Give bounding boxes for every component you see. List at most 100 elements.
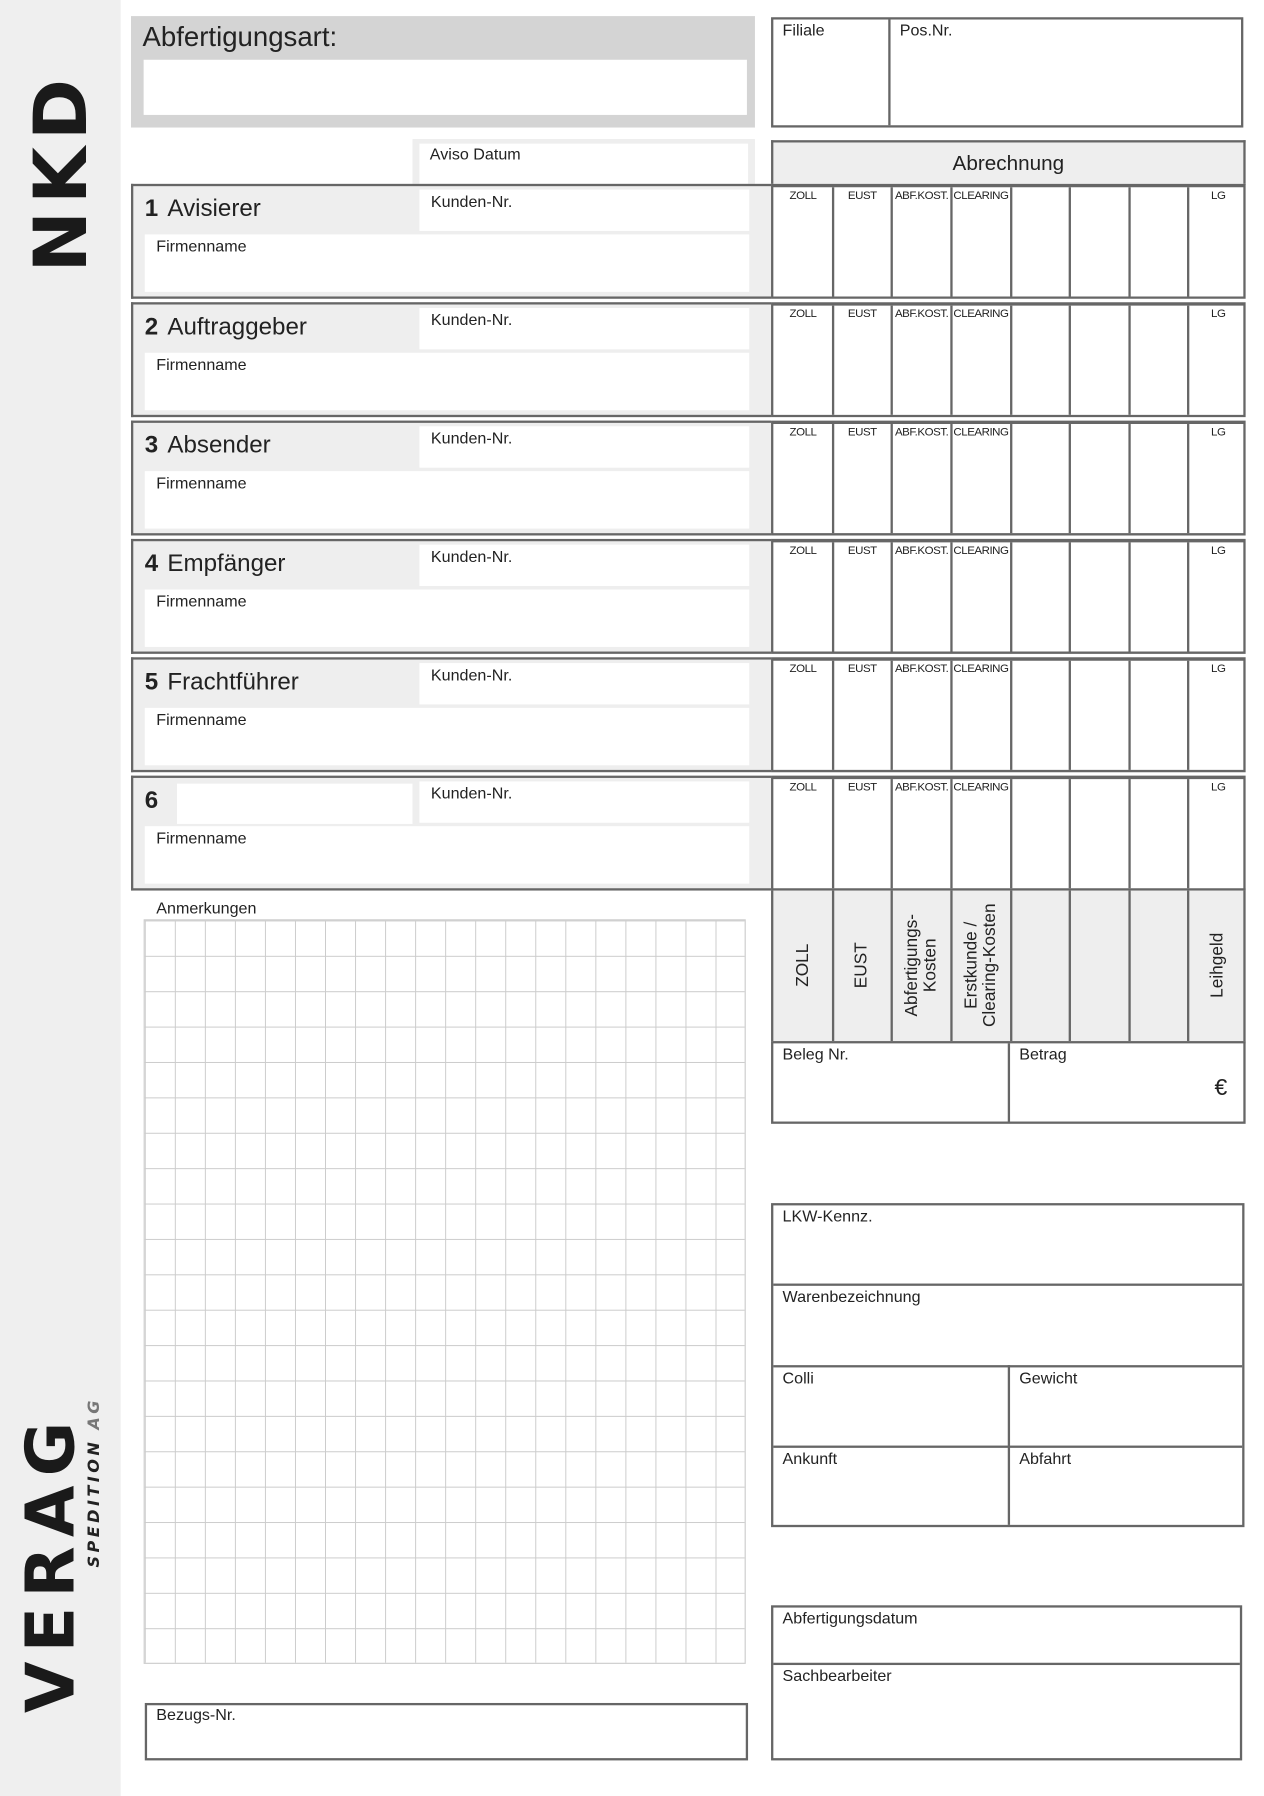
abrechnung-cell[interactable] [954, 679, 1009, 769]
abrechnung-cell[interactable] [894, 561, 949, 651]
abfertigungsart-field[interactable] [143, 59, 747, 115]
abrechnung-cell[interactable] [1072, 206, 1127, 296]
firmenname-field[interactable] [144, 589, 750, 647]
abrechnung-column-label: EUST [847, 544, 877, 558]
column-divider [1187, 424, 1190, 534]
abrechnung-cell[interactable] [894, 206, 949, 296]
party-section: 3 Absender Kunden-Nr. Firmenname [130, 420, 772, 536]
abrechnung-cell[interactable] [1132, 206, 1187, 296]
column-divider [1068, 424, 1072, 534]
abrechnung-cell[interactable] [835, 561, 890, 651]
column-divider [890, 187, 894, 297]
aviso-datum-field[interactable] [419, 143, 749, 186]
column-divider [831, 779, 834, 889]
abrechnung-cell[interactable] [1132, 442, 1187, 532]
abrechnung-cell[interactable] [776, 797, 831, 887]
abrechnung-cell[interactable] [954, 797, 1009, 887]
firmenname-field[interactable] [144, 826, 750, 884]
abrechnung-cell[interactable] [1072, 324, 1127, 414]
abrechnung-cell[interactable] [894, 679, 949, 769]
firmenname-field[interactable] [144, 352, 750, 411]
abrechnung-cell[interactable] [1072, 797, 1127, 887]
column-divider [950, 305, 953, 415]
abrechnung-cell[interactable] [1191, 679, 1246, 769]
party-number: 6 [144, 787, 159, 814]
abrechnung-cell[interactable] [1191, 797, 1246, 887]
abrechnung-cell[interactable] [1072, 561, 1127, 651]
abrechnung-cell[interactable] [1132, 324, 1187, 414]
abrechnung-cell[interactable] [776, 442, 831, 532]
summary-label-line: Abfertigungs- [902, 913, 922, 1017]
abrechnung-cell[interactable] [954, 561, 1009, 651]
firmenname-field[interactable] [144, 234, 750, 292]
abrechnung-cell[interactable] [954, 324, 1009, 414]
abrechnung-cell[interactable] [776, 206, 831, 296]
abfahrt-label: Abfahrt [1019, 1449, 1072, 1468]
summary-column-label: Erstkunde / Clearing-Kosten [961, 903, 999, 1027]
abrechnung-cell[interactable] [776, 561, 831, 651]
kunden-nr-field[interactable] [419, 663, 750, 705]
abrechnung-cell[interactable] [835, 206, 890, 296]
column-divider [890, 660, 894, 770]
abrechnung-cell[interactable] [894, 797, 949, 887]
abrechnung-cell[interactable] [776, 324, 831, 414]
party-title: 4 Empfänger [145, 550, 286, 578]
filiale-label: Filiale [782, 20, 825, 40]
beleg-betrag-box: Beleg Nr. Betrag € [771, 1041, 1246, 1124]
abrechnung-cell[interactable] [1013, 206, 1068, 296]
party-number: 4 [144, 550, 159, 577]
firmenname-field[interactable] [144, 707, 750, 766]
bezugs-nr-box[interactable]: Bezugs-Nr. [144, 1702, 749, 1761]
kunden-nr-field[interactable] [419, 189, 750, 231]
column-divider [1128, 779, 1131, 889]
firmenname-field[interactable] [144, 471, 750, 529]
party-number: 5 [144, 668, 159, 696]
kunden-nr-field[interactable] [419, 781, 750, 823]
firmenname-label: Firmenname [156, 591, 247, 611]
summary-column-label: EUST [852, 942, 872, 988]
abrechnung-cell[interactable] [1132, 797, 1187, 887]
abrechnung-cell[interactable] [1013, 679, 1068, 769]
bezugs-nr-label: Bezugs-Nr. [156, 1705, 236, 1724]
abrechnung-column-label: ZOLL [789, 781, 817, 795]
abrechnung-cell[interactable] [894, 442, 949, 532]
abrechnung-cell[interactable] [1013, 797, 1068, 887]
abrechnung-cell[interactable] [835, 679, 890, 769]
abrechnung-column-label: ZOLL [789, 189, 817, 203]
anmerkungen-grid[interactable] [143, 919, 746, 1664]
party-section: 4 Empfänger Kunden-Nr. Firmenname [130, 538, 772, 654]
abrechnung-cell[interactable] [835, 442, 890, 532]
column-divider [831, 542, 834, 652]
abrechnung-cell[interactable] [1013, 324, 1068, 414]
abrechnung-cell[interactable] [1013, 442, 1068, 532]
abrechnung-cell[interactable] [1072, 442, 1127, 532]
abrechnung-cell[interactable] [1191, 206, 1246, 296]
abfertigungsart-section: Abfertigungsart: [130, 16, 755, 128]
firmenname-label: Firmenname [156, 236, 247, 256]
abrechnung-cell[interactable] [835, 324, 890, 414]
abrechnung-cell[interactable] [1132, 561, 1187, 651]
abrechnung-cell[interactable] [776, 679, 831, 769]
abrechnung-cell[interactable] [1072, 679, 1127, 769]
kunden-nr-field[interactable] [419, 544, 750, 587]
kunden-nr-label: Kunden-Nr. [430, 546, 513, 566]
abrechnung-cell[interactable] [1132, 679, 1187, 769]
abrechnung-cell[interactable] [894, 324, 949, 414]
abrechnung-cell[interactable] [835, 797, 890, 887]
abrechnung-cell[interactable] [1191, 324, 1246, 414]
abfertigungsart-label: Abfertigungsart: [142, 21, 338, 53]
column-divider [1068, 660, 1072, 770]
abrechnung-cell[interactable] [1013, 561, 1068, 651]
abrechnung-cell[interactable] [954, 206, 1009, 296]
abrechnung-cell[interactable] [1191, 442, 1246, 532]
column-divider [1068, 779, 1072, 889]
abrechnung-cell[interactable] [954, 442, 1009, 532]
abrechnung-column-label: CLEARING [953, 426, 1009, 439]
warenbezeichnung-label: Warenbezeichnung [782, 1286, 921, 1306]
abrechnung-cell[interactable] [1191, 561, 1246, 651]
kunden-nr-field[interactable] [419, 426, 750, 468]
party-title-field[interactable] [176, 783, 413, 824]
kunden-nr-field[interactable] [419, 307, 750, 350]
column-divider [1128, 890, 1131, 1042]
divider [773, 1283, 1243, 1286]
